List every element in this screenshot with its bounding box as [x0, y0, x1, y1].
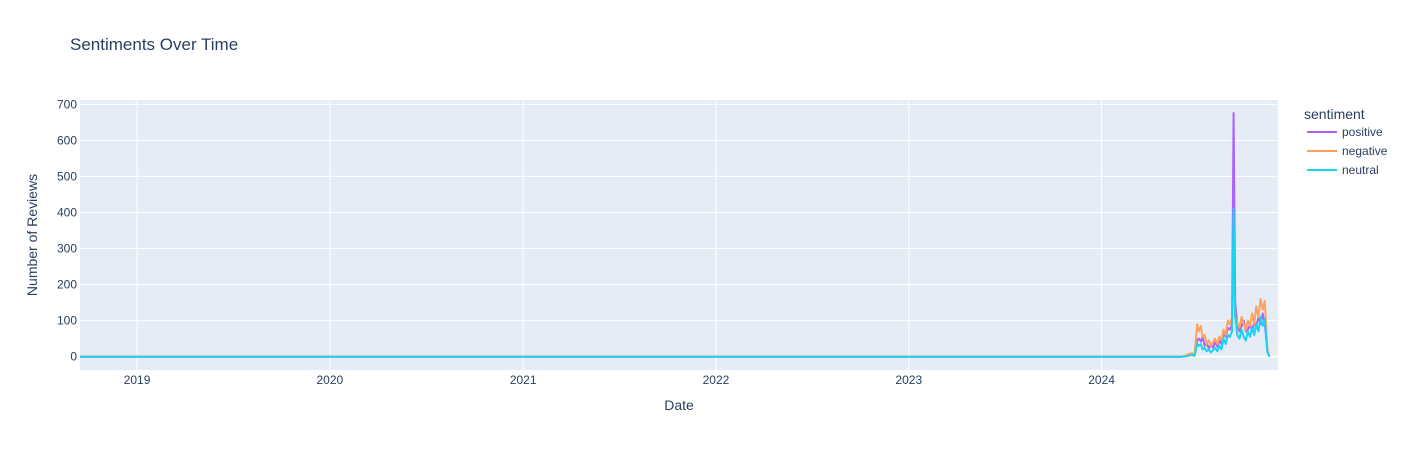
- y-tick-label: 0: [70, 350, 77, 364]
- y-axis-ticks: 0 100 200 300 400 500 600 700: [57, 97, 77, 363]
- series-line-negative: [80, 265, 1271, 358]
- x-axis-title: Date: [664, 397, 694, 413]
- chart-title: Sentiments Over Time: [70, 35, 238, 54]
- plot-area: [80, 100, 1278, 370]
- y-tick-label: 700: [57, 97, 77, 111]
- legend: sentiment positive negative neutral: [1304, 106, 1388, 177]
- y-axis-title: Number of Reviews: [24, 174, 40, 296]
- y-tick-label: 100: [57, 314, 77, 328]
- x-tick-label: 2024: [1088, 373, 1115, 387]
- x-tick-label: 2022: [703, 373, 730, 387]
- y-tick-label: 600: [57, 133, 77, 147]
- series-line-neutral: [80, 207, 1271, 358]
- x-axis-ticks: 2019 2020 2021 2022 2023 2024: [124, 373, 1116, 387]
- legend-label-positive: positive: [1342, 125, 1383, 139]
- y-tick-label: 200: [57, 278, 77, 292]
- legend-title: sentiment: [1304, 106, 1365, 122]
- legend-label-neutral: neutral: [1342, 163, 1379, 177]
- y-tick-label: 500: [57, 169, 77, 183]
- x-tick-label: 2020: [316, 373, 343, 387]
- x-tick-label: 2023: [895, 373, 922, 387]
- x-tick-label: 2021: [510, 373, 537, 387]
- y-tick-label: 400: [57, 205, 77, 219]
- legend-label-negative: negative: [1342, 144, 1388, 158]
- y-tick-label: 300: [57, 242, 77, 256]
- x-tick-label: 2019: [124, 373, 151, 387]
- series-layer: [80, 112, 1271, 358]
